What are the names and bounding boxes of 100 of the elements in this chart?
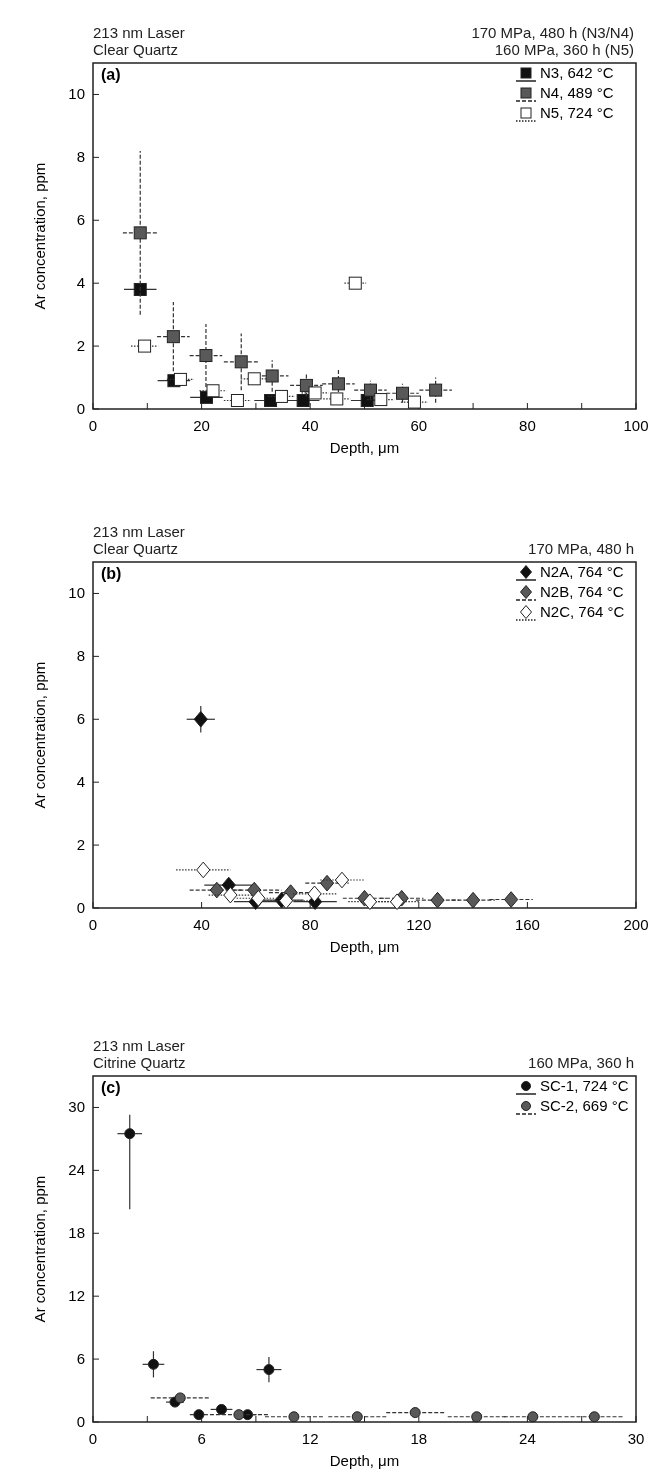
y-tick-label: 10 xyxy=(68,85,85,103)
point xyxy=(193,1409,205,1421)
point xyxy=(174,1392,186,1404)
point xyxy=(330,392,344,406)
y-tick-label: 24 xyxy=(68,1161,85,1179)
legend-key: SC-1, 724 °C xyxy=(515,1077,629,1095)
legend-key: N5, 724 °C xyxy=(515,104,614,122)
point xyxy=(307,885,322,903)
point xyxy=(233,1409,245,1421)
point xyxy=(274,389,288,403)
point xyxy=(173,372,187,386)
legend-key: N2A, 764 °C xyxy=(515,563,624,581)
y-tick-label: 2 xyxy=(76,337,85,355)
text: 160 MPa, 360 h xyxy=(528,1054,634,1071)
y-axis-title: Ar concentration, ppm xyxy=(31,162,48,310)
y-tick-label: 12 xyxy=(68,1287,85,1305)
point xyxy=(308,386,322,400)
point xyxy=(206,384,220,398)
point xyxy=(251,889,266,907)
point xyxy=(396,386,410,400)
point xyxy=(407,395,421,409)
point xyxy=(527,1411,539,1423)
point xyxy=(265,369,279,383)
point xyxy=(133,226,147,240)
chart-title: (c) xyxy=(101,1079,121,1096)
y-tick-label: 30 xyxy=(68,1098,85,1116)
point xyxy=(147,1358,159,1370)
x-tick-label: 0 xyxy=(88,916,98,933)
y-tick-label: 0 xyxy=(76,899,85,916)
legend-key: N2B, 764 °C xyxy=(515,583,624,601)
y-tick-label: 6 xyxy=(76,1350,85,1368)
legend-label: N2B, 764 °C xyxy=(540,583,624,600)
point xyxy=(466,891,481,909)
x-tick-label: 60 xyxy=(410,417,428,434)
x-axis-title: Depth, μm xyxy=(329,1452,400,1469)
point xyxy=(138,339,152,353)
point xyxy=(199,349,213,363)
point xyxy=(209,881,224,899)
point xyxy=(278,892,294,910)
legend-label: N2A, 764 °C xyxy=(540,563,624,580)
x-tick-label: 6 xyxy=(197,1430,206,1447)
x-tick-label: 100 xyxy=(623,417,649,434)
point xyxy=(471,1411,483,1423)
point xyxy=(166,330,180,344)
point xyxy=(351,1411,363,1423)
point xyxy=(133,282,147,296)
y-tick-label: 2 xyxy=(76,836,85,854)
legend-label: SC-2, 669 °C xyxy=(540,1097,629,1114)
point xyxy=(362,893,378,911)
x-tick-label: 12 xyxy=(301,1430,319,1447)
x-tick-label: 160 xyxy=(514,916,540,933)
point xyxy=(263,1364,275,1376)
point xyxy=(234,355,248,369)
text: 213 nm Laser Citrine Quartz xyxy=(93,1037,186,1071)
legend-label: N2C, 764 °C xyxy=(540,603,625,620)
point xyxy=(430,891,445,909)
legend-label: N4, 489 °C xyxy=(540,84,614,101)
point xyxy=(296,394,310,408)
legend-key: SC-2, 669 °C xyxy=(515,1097,629,1115)
point xyxy=(374,393,388,407)
legend-label: N5, 724 °C xyxy=(540,104,614,121)
x-tick-label: 18 xyxy=(410,1430,428,1447)
text: 213 nm Laser Clear Quartz xyxy=(93,24,185,58)
point xyxy=(223,886,238,904)
y-tick-label: 4 xyxy=(76,274,85,292)
x-tick-label: 80 xyxy=(301,916,319,933)
text: 170 MPa, 480 h xyxy=(528,540,634,557)
x-tick-label: 40 xyxy=(301,417,319,434)
point xyxy=(363,383,377,397)
x-tick-label: 120 xyxy=(406,916,432,933)
x-tick-label: 80 xyxy=(519,417,536,434)
y-tick-label: 4 xyxy=(76,773,85,791)
point xyxy=(196,861,211,879)
point xyxy=(588,1411,600,1423)
point xyxy=(348,276,362,290)
x-axis-title: Depth, μm xyxy=(329,439,400,456)
y-tick-label: 0 xyxy=(76,400,85,417)
y-tick-label: 6 xyxy=(76,710,85,728)
point xyxy=(331,377,345,391)
point xyxy=(504,891,519,908)
point xyxy=(334,871,350,889)
y-tick-label: 6 xyxy=(76,211,85,229)
point xyxy=(288,1411,300,1423)
y-tick-label: 10 xyxy=(68,584,85,602)
legend-key: N3, 642 °C xyxy=(515,64,614,82)
y-axis-title: Ar concentration, ppm xyxy=(31,1175,48,1323)
point xyxy=(124,1128,136,1140)
chart-title: (b) xyxy=(101,565,122,582)
x-axis-title: Depth, μm xyxy=(329,938,400,955)
y-tick-label: 8 xyxy=(76,148,85,166)
point xyxy=(247,372,261,386)
legend-label: SC-1, 724 °C xyxy=(540,1077,629,1094)
x-tick-label: 20 xyxy=(193,417,210,434)
x-tick-label: 24 xyxy=(519,1430,536,1447)
x-tick-label: 0 xyxy=(88,1430,98,1447)
y-tick-label: 18 xyxy=(68,1224,85,1242)
x-tick-label: 30 xyxy=(627,1430,645,1447)
point xyxy=(429,383,443,397)
x-tick-label: 200 xyxy=(623,916,649,933)
text: 213 nm Laser Clear Quartz xyxy=(93,523,185,557)
